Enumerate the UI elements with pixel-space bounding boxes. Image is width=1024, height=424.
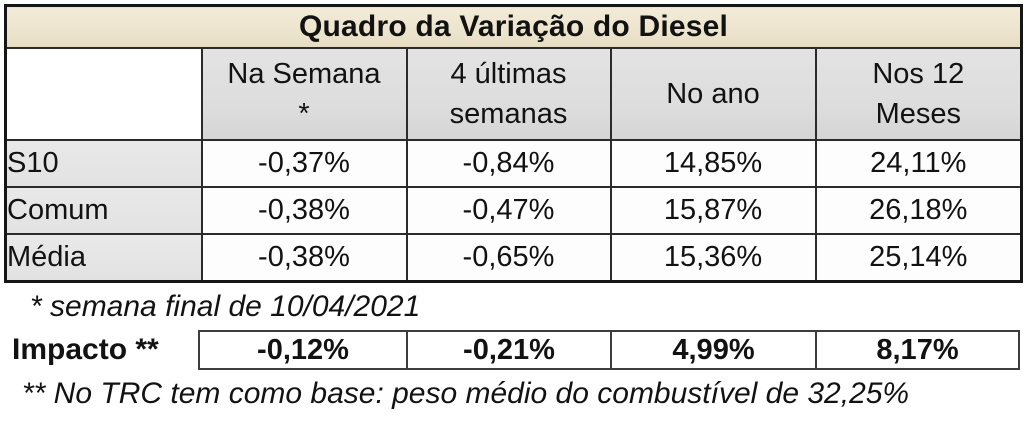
cell-media-na-semana: -0,38% xyxy=(200,233,408,283)
table-row-media: Média -0,38% -0,65% 15,36% 25,14% xyxy=(4,233,1023,283)
column-header-no-ano: No ano xyxy=(609,47,817,141)
footnote-trc: ** No TRC tem como base: peso médio do c… xyxy=(22,377,910,410)
cell-s10-no-ano: 14,85% xyxy=(609,139,817,188)
cell-s10-12-meses: 24,11% xyxy=(814,139,1023,188)
row-label-comum: Comum xyxy=(4,186,203,235)
cell-media-12-meses: 25,14% xyxy=(814,233,1023,283)
cell-s10-na-semana: -0,37% xyxy=(200,139,408,188)
impact-label: Impacto ** xyxy=(12,333,159,366)
diesel-variation-table: Quadro da Variação do Diesel Na Semana *… xyxy=(4,4,1024,283)
impact-values-box: -0,12% -0,21% 4,99% 8,17% xyxy=(198,330,1020,370)
corner-cell xyxy=(4,47,203,141)
cell-comum-na-semana: -0,38% xyxy=(200,186,408,235)
cell-comum-12-meses: 26,18% xyxy=(814,186,1023,235)
cell-comum-no-ano: 15,87% xyxy=(609,186,817,235)
cell-media-4-semanas: -0,65% xyxy=(405,233,612,283)
table-row-comum: Comum -0,38% -0,47% 15,87% 26,18% xyxy=(4,186,1023,235)
impact-row: Impacto ** -0,12% -0,21% 4,99% 8,17% xyxy=(8,330,1020,370)
column-header-na-semana: Na Semana * xyxy=(200,47,408,141)
header-row: Na Semana * 4 últimas semanas No ano Nos… xyxy=(4,47,1023,141)
table-row-s10: S10 -0,37% -0,84% 14,85% 24,11% xyxy=(4,139,1023,188)
cell-comum-4-semanas: -0,47% xyxy=(405,186,612,235)
impact-cell-4-semanas: -0,21% xyxy=(406,332,610,368)
column-header-nos-12-meses: Nos 12 Meses xyxy=(814,47,1023,141)
cell-media-no-ano: 15,36% xyxy=(609,233,817,283)
row-label-s10: S10 xyxy=(4,139,203,188)
impact-cell-na-semana: -0,12% xyxy=(257,333,349,366)
title-row: Quadro da Variação do Diesel xyxy=(4,4,1023,49)
cell-s10-4-semanas: -0,84% xyxy=(405,139,612,188)
impact-cell-no-ano: 4,99% xyxy=(610,332,815,368)
impact-cell-12-meses: 8,17% xyxy=(815,332,1018,368)
page: Quadro da Variação do Diesel Na Semana *… xyxy=(4,4,1024,410)
footnote-week: * semana final de 10/04/2021 xyxy=(30,290,421,323)
column-header-4-ultimas-semanas: 4 últimas semanas xyxy=(405,47,612,141)
row-label-media: Média xyxy=(4,233,203,283)
table-title: Quadro da Variação do Diesel xyxy=(4,4,1023,49)
